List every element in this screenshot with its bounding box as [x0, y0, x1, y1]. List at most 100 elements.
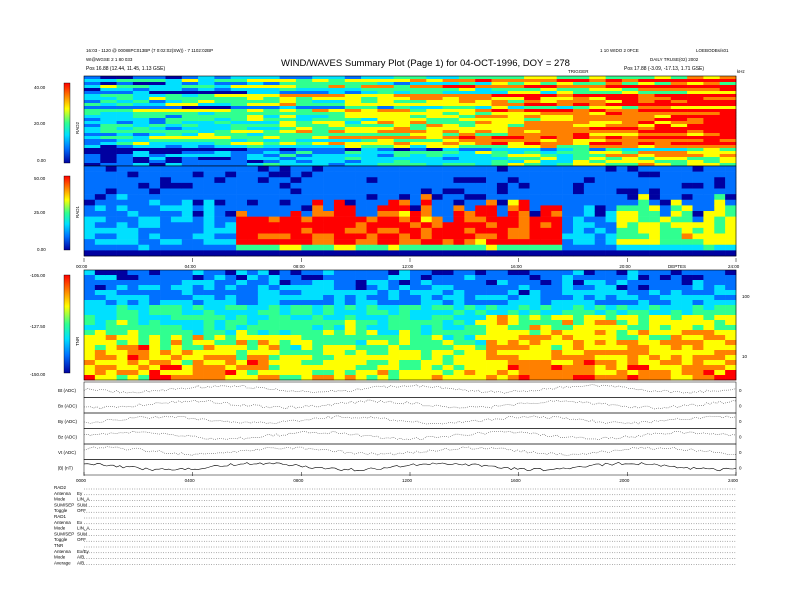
tnr-cell [616, 325, 628, 331]
rad2-cell [328, 151, 346, 155]
rad2-cell [393, 145, 411, 149]
rad1-cell [573, 233, 585, 240]
tnr-cell [105, 300, 117, 306]
tnr-cell [138, 340, 150, 346]
rad1-cell [388, 244, 400, 251]
tnr-cell [573, 290, 585, 296]
tnr-cell [605, 290, 617, 296]
tnr-cell [290, 280, 302, 286]
rad1-cell [355, 166, 367, 172]
tnr-cell [170, 330, 183, 336]
tnr-cell [681, 280, 693, 286]
tnr-cell [247, 310, 259, 316]
tnr-cell [94, 345, 107, 351]
rad2-cell [165, 97, 183, 101]
tnr-cell [681, 325, 693, 331]
tnr-cell [649, 320, 661, 326]
rad2-cell [410, 118, 427, 122]
rad1-cell [692, 166, 704, 172]
tnr-cell [170, 285, 183, 291]
rad1-cell [181, 222, 193, 229]
rad2-cell [475, 127, 492, 131]
tnr-cell [247, 355, 259, 361]
rad2-cell [540, 148, 557, 152]
tnr-cell [160, 375, 172, 381]
tnr-cell [562, 275, 574, 281]
tnr-cell [94, 340, 107, 346]
tnr-cell [420, 330, 433, 336]
tnr-cell [464, 340, 476, 346]
rad1-cell [203, 177, 215, 184]
tnr-cell [203, 370, 215, 376]
rad1-cell [214, 244, 226, 251]
tnr-cell [366, 310, 378, 316]
rad2-cell [556, 145, 574, 149]
rad2-cell [703, 94, 720, 98]
rad2-cell [165, 163, 183, 167]
rad1-cell [138, 233, 150, 240]
rad2-cell [573, 91, 590, 95]
tnr-cell [323, 335, 335, 341]
time-tick-label: 2400 [728, 478, 739, 483]
tnr-cell [507, 340, 519, 346]
rad1-cell [290, 233, 302, 240]
rad2-cell [670, 130, 688, 134]
rad2-cell [687, 145, 704, 149]
tnr-cell [225, 275, 237, 281]
rad2-cell [703, 127, 720, 131]
rad2-cell [181, 118, 199, 122]
tnr-cell [127, 375, 139, 381]
rad1-cell [714, 222, 726, 229]
rad1-cell [366, 227, 378, 234]
rad1-cell [170, 244, 183, 251]
rad2-cell [703, 85, 720, 89]
rad2-cell [410, 88, 427, 92]
tnr-cell [160, 280, 172, 286]
tnr-cell [116, 285, 128, 291]
rad2-cell [198, 130, 215, 134]
tnr-cell [105, 285, 117, 291]
rad1-cell [138, 171, 150, 178]
rad2-cell [295, 100, 313, 104]
rad2-cell [719, 145, 737, 149]
rad2-cell [507, 88, 525, 92]
tnr-cell [442, 290, 454, 296]
rad2-cell [132, 127, 150, 131]
tnr-cell [203, 330, 215, 336]
tnr-cell [420, 285, 433, 291]
rad1-cell [692, 222, 704, 229]
tnr-cell [323, 285, 335, 291]
rad2-cell [654, 112, 672, 116]
rad1-cell [366, 239, 378, 246]
rad2-cell [703, 163, 720, 167]
rad2-cell [442, 88, 460, 92]
tnr-cell [638, 340, 650, 346]
rad1-cell [464, 194, 476, 201]
rad1-cell [344, 216, 356, 223]
rad1-cell [670, 250, 682, 257]
tnr-cell [496, 300, 509, 306]
tnr-cell [627, 330, 639, 336]
tnr-right-tick-10: 10 [742, 354, 748, 359]
rad2-cell [458, 124, 476, 128]
rad1-cell [247, 222, 259, 229]
tnr-cell [703, 315, 715, 321]
tnr-cell [203, 335, 215, 341]
tnr-cell [573, 270, 585, 276]
rad1-cell [496, 244, 509, 251]
rad1-cell [257, 188, 270, 195]
tnr-cell [670, 355, 682, 361]
b-panel-right-label: 0 [739, 419, 742, 424]
tnr-cell [323, 370, 335, 376]
tnr-cell [518, 280, 530, 286]
rad2-cell [279, 154, 297, 158]
rad1-cell [257, 239, 270, 246]
rad2-cell [116, 142, 134, 146]
rad2-cell [361, 88, 378, 92]
rad2-cell [344, 157, 362, 161]
rad1-cell [594, 227, 606, 234]
rad1-cell [170, 182, 183, 189]
tnr-cell [605, 340, 617, 346]
tnr-cell [290, 320, 302, 326]
tnr-cell [540, 305, 552, 311]
